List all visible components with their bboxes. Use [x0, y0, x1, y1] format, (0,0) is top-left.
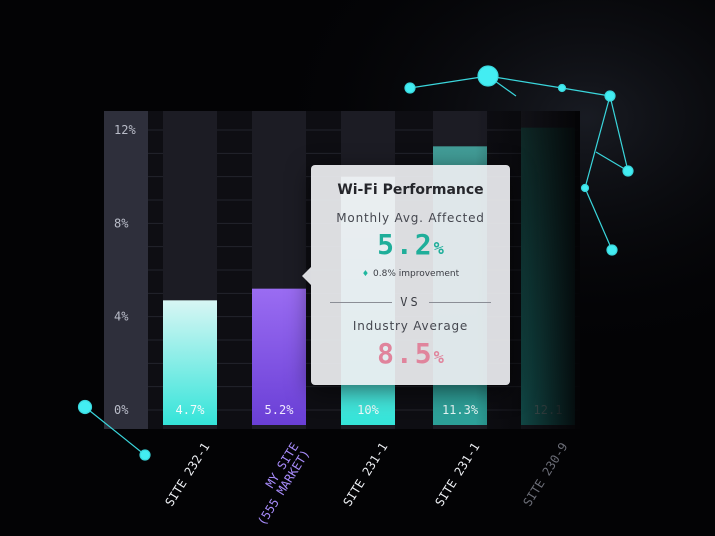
monthly-avg-unit: % — [433, 239, 444, 259]
node-dot — [77, 399, 93, 415]
node-dot — [557, 83, 567, 93]
node-dot — [606, 244, 618, 256]
industry-avg-number: 8.5 — [377, 337, 434, 370]
divider-line — [429, 302, 491, 303]
monthly-avg-number: 5.2 — [377, 228, 434, 261]
vs-label: VS — [400, 295, 421, 309]
improvement-text: 0.8% improvement — [373, 269, 460, 279]
node-dot — [139, 449, 151, 461]
tooltip-card: Wi-Fi Performance Monthly Avg. Affected … — [302, 165, 510, 385]
industry-avg-unit: % — [433, 348, 444, 368]
node-dot — [604, 90, 616, 102]
node-network — [77, 65, 634, 461]
monthly-avg-value: 5.2% — [311, 228, 510, 261]
node-dot — [477, 65, 499, 87]
monthly-avg-label: Monthly Avg. Affected — [336, 211, 485, 225]
node-dot — [404, 82, 416, 94]
up-arrow-icon: ♦ — [361, 269, 370, 278]
tooltip-title: Wi-Fi Performance — [337, 182, 484, 198]
node-dot — [622, 165, 634, 177]
improvement-note: ♦ 0.8% improvement — [311, 269, 510, 279]
industry-avg-label: Industry Average — [352, 319, 469, 333]
divider-line — [330, 302, 392, 303]
node-dot — [580, 183, 590, 193]
industry-avg-value: 8.5% — [311, 337, 510, 370]
vs-divider: VS — [330, 295, 491, 309]
